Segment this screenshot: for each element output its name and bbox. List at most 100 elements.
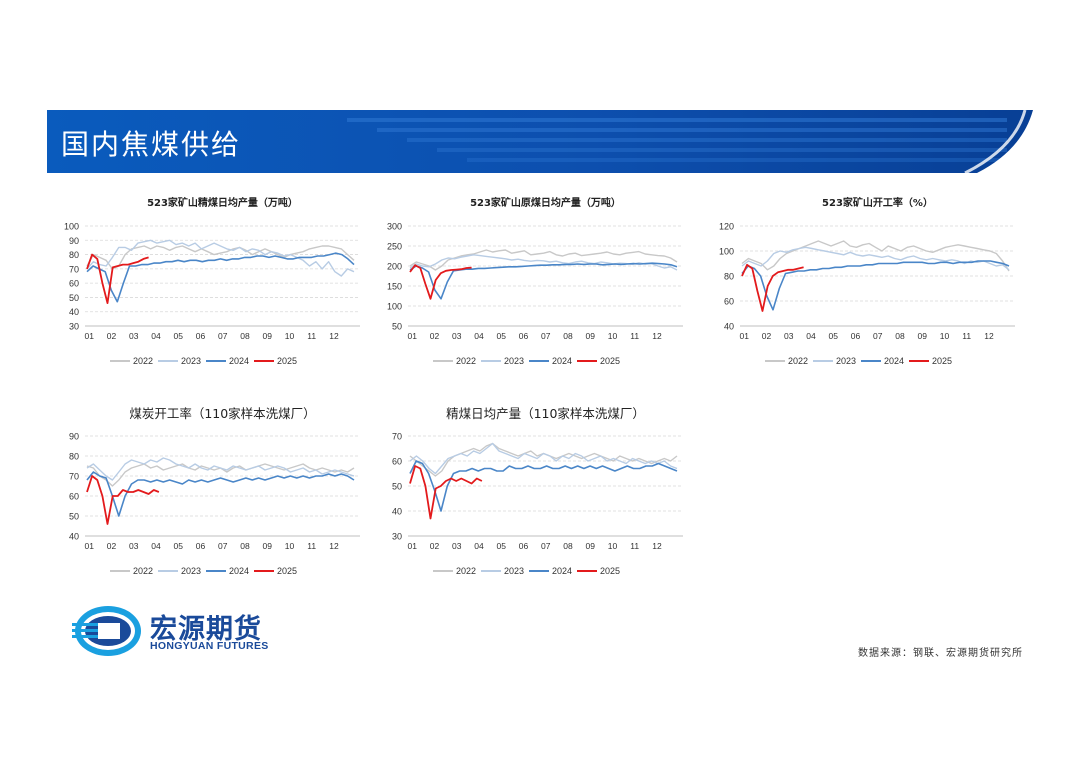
legend-label: 2022 <box>456 356 476 366</box>
logo-mark-icon <box>72 606 141 656</box>
y-tick-label: 90 <box>69 432 79 442</box>
series-line-2023 <box>86 457 355 481</box>
chart-title: 523家矿山原煤日均产量（万吨） <box>470 196 621 209</box>
y-tick-label: 30 <box>69 322 79 332</box>
x-tick-label: 05 <box>496 331 506 341</box>
x-tick-label: 03 <box>784 331 794 341</box>
x-tick-label: 05 <box>828 331 838 341</box>
y-tick-label: 40 <box>69 307 79 317</box>
x-tick-label: 05 <box>173 541 183 551</box>
chart-title: 523家矿山开工率（%） <box>822 196 933 209</box>
legend-label: 2024 <box>229 356 249 366</box>
x-tick-label: 02 <box>430 541 440 551</box>
x-tick-label: 09 <box>917 331 927 341</box>
x-tick-label: 09 <box>585 331 595 341</box>
x-tick-label: 01 <box>739 331 749 341</box>
legend-label: 2024 <box>552 356 572 366</box>
x-tick-label: 10 <box>940 331 950 341</box>
legend-label: 2022 <box>133 566 153 576</box>
x-tick-label: 09 <box>585 541 595 551</box>
y-tick-label: 40 <box>724 322 734 332</box>
y-tick-label: 60 <box>69 279 79 289</box>
x-tick-label: 02 <box>107 331 117 341</box>
y-tick-label: 60 <box>69 492 79 502</box>
y-tick-label: 100 <box>387 302 402 312</box>
chart-svg: 523家矿山原煤日均产量（万吨） 50 100 150 200 250 300 01 02 03 0… <box>387 196 683 366</box>
legend-label: 2024 <box>884 356 904 366</box>
x-tick-label: 06 <box>851 331 861 341</box>
y-tick-label: 70 <box>392 432 402 442</box>
y-tick-label: 30 <box>392 532 402 542</box>
x-tick-label: 12 <box>329 541 339 551</box>
x-tick-label: 08 <box>240 541 250 551</box>
chart-svg: 523家矿山精煤日均产量（万吨） 30 40 50 60 70 80 90 100 01 02 03 0… <box>64 196 360 366</box>
y-tick-label: 150 <box>387 282 402 292</box>
chart-svg: 523家矿山开工率（%） 40 60 80 100 120 01 02 03 04 05 06 07 08… <box>719 196 1015 366</box>
x-tick-label: 01 <box>84 541 94 551</box>
series-line-2024 <box>409 460 678 512</box>
legend-label: 2022 <box>456 566 476 576</box>
chart-jingmei-523: 523家矿山精煤日均产量（万吨） 30 40 50 60 70 80 90 100 01 02 03 0… <box>55 190 365 375</box>
x-tick-label: 12 <box>652 331 662 341</box>
y-tick-label: 300 <box>387 222 402 232</box>
x-tick-label: 08 <box>563 331 573 341</box>
x-tick-label: 03 <box>452 331 462 341</box>
x-tick-label: 04 <box>474 331 484 341</box>
x-tick-label: 04 <box>151 331 161 341</box>
series-line-2024 <box>741 260 1010 311</box>
y-tick-label: 70 <box>69 472 79 482</box>
series-line-2022 <box>409 249 678 271</box>
y-tick-label: 90 <box>69 236 79 246</box>
legend-label: 2023 <box>836 356 856 366</box>
data-source-note: 数据来源：钢联、宏源期货研究所 <box>858 648 1023 659</box>
y-tick-label: 60 <box>724 297 734 307</box>
series-line-2025 <box>86 253 149 304</box>
x-tick-label: 05 <box>173 331 183 341</box>
x-tick-label: 09 <box>262 331 272 341</box>
x-tick-label: 05 <box>496 541 506 551</box>
y-tick-label: 60 <box>392 457 402 467</box>
series-line-2023 <box>409 254 678 271</box>
y-tick-label: 250 <box>387 242 402 252</box>
legend-label: 2024 <box>552 566 572 576</box>
y-tick-label: 80 <box>69 250 79 260</box>
series-line-2024 <box>86 471 355 517</box>
y-tick-label: 100 <box>64 222 79 232</box>
x-tick-label: 10 <box>608 331 618 341</box>
page-title: 国内焦煤供给 <box>61 128 242 161</box>
x-tick-label: 01 <box>84 331 94 341</box>
banner-background <box>47 110 1033 173</box>
x-tick-label: 10 <box>285 541 295 551</box>
x-tick-label: 07 <box>541 541 551 551</box>
chart-ximeichang-kaigonglv: 煤炭开工率（110家样本洗煤厂） 40 50 60 70 80 90 01 02 03 04 05 06… <box>55 400 365 585</box>
x-tick-label: 11 <box>962 331 971 341</box>
x-tick-label: 07 <box>873 331 883 341</box>
y-tick-label: 80 <box>69 452 79 462</box>
series-line-2025 <box>409 465 483 520</box>
y-tick-label: 100 <box>719 247 734 257</box>
legend-label: 2025 <box>932 356 952 366</box>
x-tick-label: 07 <box>218 541 228 551</box>
y-tick-label: 120 <box>719 222 734 232</box>
x-tick-label: 08 <box>240 331 250 341</box>
series-line-2023 <box>409 442 678 475</box>
x-tick-label: 01 <box>407 331 417 341</box>
x-tick-label: 06 <box>519 331 529 341</box>
logo-chinese-text: 宏源期货 <box>150 614 262 645</box>
x-tick-label: 08 <box>563 541 573 551</box>
chart-ximeichang-jingmei: 精煤日均产量（110家样本洗煤厂） 30 40 50 60 70 01 02 03 04 05 06 0… <box>378 400 688 585</box>
x-tick-label: 11 <box>630 331 639 341</box>
legend-label: 2025 <box>600 356 620 366</box>
x-tick-label: 04 <box>151 541 161 551</box>
x-tick-label: 01 <box>407 541 417 551</box>
y-tick-label: 200 <box>387 262 402 272</box>
x-tick-label: 02 <box>107 541 117 551</box>
y-tick-label: 80 <box>724 272 734 282</box>
x-tick-label: 12 <box>652 541 662 551</box>
x-tick-label: 03 <box>452 541 462 551</box>
chart-title: 精煤日均产量（110家样本洗煤厂） <box>446 406 645 421</box>
legend-label: 2022 <box>788 356 808 366</box>
x-tick-label: 11 <box>630 541 639 551</box>
chart-kaigonglv-523: 523家矿山开工率（%） 40 60 80 100 120 01 02 03 04 05 06 07 08… <box>710 190 1020 375</box>
legend-label: 2022 <box>133 356 153 366</box>
